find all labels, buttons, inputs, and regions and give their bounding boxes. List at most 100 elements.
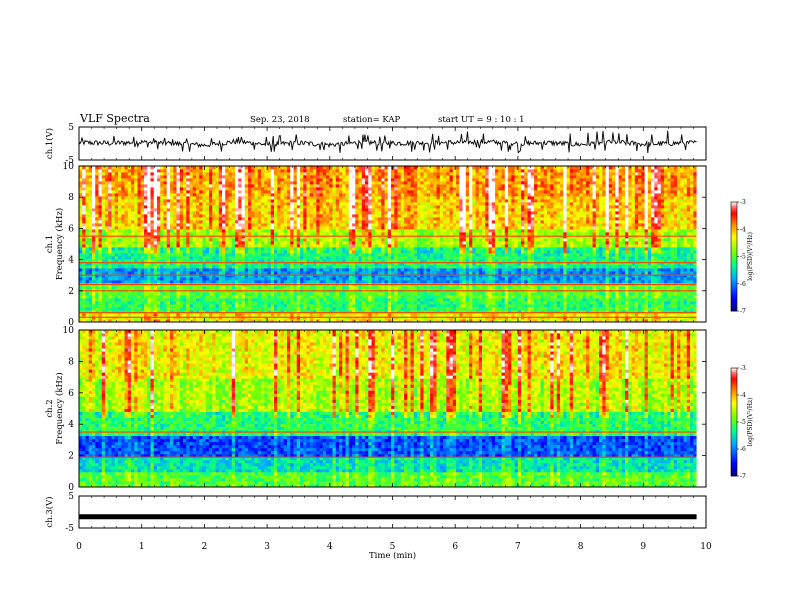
spectrogram-cell [232,238,236,241]
spectrogram-cell [216,253,220,256]
spectrogram-cell [232,301,236,304]
spectrogram-cell [160,205,164,208]
spectrogram-cell [209,298,213,301]
spectrogram-cell [251,184,255,187]
spectrogram-cell [320,223,324,226]
spectrogram-cell [287,217,291,220]
spectrogram-cell [99,217,103,220]
spectrogram-cell [290,202,294,205]
spectrogram-cell [310,277,314,280]
spectrogram-cell [251,232,255,235]
spectrogram-cell [154,250,158,253]
spectrogram-cell [115,193,119,196]
spectrogram-cell [359,178,363,181]
spectrogram-cell [99,292,103,295]
spectrogram-cell [277,181,281,184]
spectrogram-cell [264,265,268,268]
spectrogram-cell [365,259,369,262]
spectrogram-cell [206,295,210,298]
spectrogram-cell [180,211,184,214]
spectrogram-cell [333,229,337,232]
spectrogram-cell [131,169,135,172]
spectrogram-cell [180,313,184,316]
spectrogram-cell [297,232,301,235]
spectrogram-cell [359,259,363,262]
spectrogram-cell [144,181,148,184]
spectrogram-cell [180,214,184,217]
spectrogram-cell [372,223,376,226]
spectrogram-cell [284,172,288,175]
spectrogram-cell [242,307,246,310]
spectrogram-cell [212,211,216,214]
spectrogram-cell [105,259,109,262]
spectrogram-cell [349,205,353,208]
spectrogram-cell [177,307,181,310]
spectrogram-cell [147,247,151,250]
spectrogram-cell [115,247,119,250]
spectrogram-cell [79,223,83,226]
spectrogram-cell [365,175,369,178]
spectrogram-cell [297,304,301,307]
spectrogram-cell [183,202,187,205]
spectrogram-cell [268,205,272,208]
spectrogram-cell [196,250,200,253]
spectrogram-cell [342,181,346,184]
spectrogram-cell [206,313,210,316]
spectrogram-cell [134,208,138,211]
spectrogram-cell [297,256,301,259]
spectrogram-cell [268,166,272,169]
spectrogram-cell [264,298,268,301]
spectrogram-cell [121,253,125,256]
spectrogram-cell [349,238,353,241]
spectrogram-cell [372,238,376,241]
spectrogram-cell [274,166,278,169]
spectrogram-cell [193,181,197,184]
spectrogram-cell [242,187,246,190]
spectrogram-cell [238,304,242,307]
spectrogram-cell [342,298,346,301]
spectrogram-cell [316,166,320,169]
spectrogram-cell [329,178,333,181]
spectrogram-cell [206,193,210,196]
spectrogram-cell [310,250,314,253]
spectrogram-cell [92,181,96,184]
spectrogram-cell [342,193,346,196]
spectrogram-cell [287,172,291,175]
spectrogram-cell [131,268,135,271]
spectrogram-cell [372,244,376,247]
spectrogram-cell [144,184,148,187]
spectrogram-cell [222,280,226,283]
spectrogram-cell [212,166,216,169]
spectrogram-cell [177,277,181,280]
spectrogram-cell [251,187,255,190]
spectrogram-cell [352,277,356,280]
spectrogram-cell [378,265,382,268]
spectrogram-cell [238,208,242,211]
spectrogram-cell [138,169,142,172]
spectrogram-cell [284,307,288,310]
spectrogram-cell [349,166,353,169]
spectrogram-cell [151,241,155,244]
spectrogram-cell [303,217,307,220]
spectrogram-cell [151,169,155,172]
spectrogram-cell [326,211,330,214]
spectrogram-cell [277,292,281,295]
spectrogram-cell [307,211,311,214]
spectrogram-cell [99,247,103,250]
spectrogram-cell [92,217,96,220]
spectrogram-cell [368,241,372,244]
spectrogram-cell [222,202,226,205]
spectrogram-cell [232,292,236,295]
spectrogram-cell [138,307,142,310]
spectrogram-cell [310,295,314,298]
spectrogram-cell [232,175,236,178]
spectrogram-cell [365,184,369,187]
spectrogram-cell [151,223,155,226]
spectrogram-cell [238,202,242,205]
spectrogram-cell [346,295,350,298]
spectrogram-cell [339,205,343,208]
spectrogram-cell [245,196,249,199]
spectrogram-cell [349,286,353,289]
spectrogram-cell [261,277,265,280]
spectrogram-cell [79,232,83,235]
